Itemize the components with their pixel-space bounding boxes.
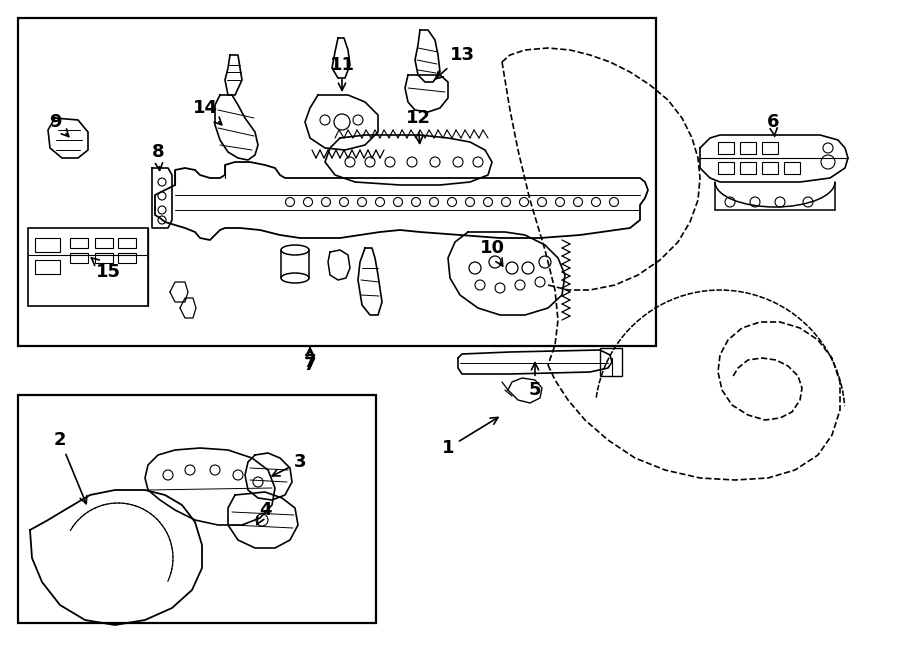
Text: 13: 13 (436, 46, 474, 79)
Bar (18, 18, 656, 346)
Text: 5: 5 (529, 363, 541, 399)
Text: 9: 9 (49, 113, 68, 137)
Bar (118, 238, 136, 248)
Text: 10: 10 (480, 239, 505, 266)
Bar (70, 238, 88, 248)
Bar (762, 142, 778, 154)
Bar (118, 253, 136, 263)
Bar (740, 162, 756, 174)
Text: 12: 12 (406, 109, 430, 143)
Bar (740, 142, 756, 154)
Text: 7: 7 (304, 350, 316, 374)
Text: 3: 3 (272, 453, 306, 476)
Bar (18, 395, 376, 623)
Bar (28, 228, 148, 306)
Bar (718, 162, 734, 174)
Text: 8: 8 (152, 143, 165, 171)
Bar (718, 142, 734, 154)
Text: 7: 7 (304, 347, 316, 371)
Bar (95, 253, 113, 263)
Bar (35, 260, 60, 274)
Text: 15: 15 (92, 258, 121, 281)
Bar (600, 348, 622, 376)
Text: 11: 11 (329, 56, 355, 91)
Text: 1: 1 (442, 417, 498, 457)
Bar (70, 253, 88, 263)
Bar (35, 238, 60, 252)
Bar (95, 238, 113, 248)
Text: 6: 6 (767, 113, 779, 137)
Text: 4: 4 (256, 501, 271, 524)
Bar (762, 162, 778, 174)
Bar (784, 162, 800, 174)
Text: 14: 14 (193, 99, 221, 125)
Text: 2: 2 (54, 431, 86, 504)
